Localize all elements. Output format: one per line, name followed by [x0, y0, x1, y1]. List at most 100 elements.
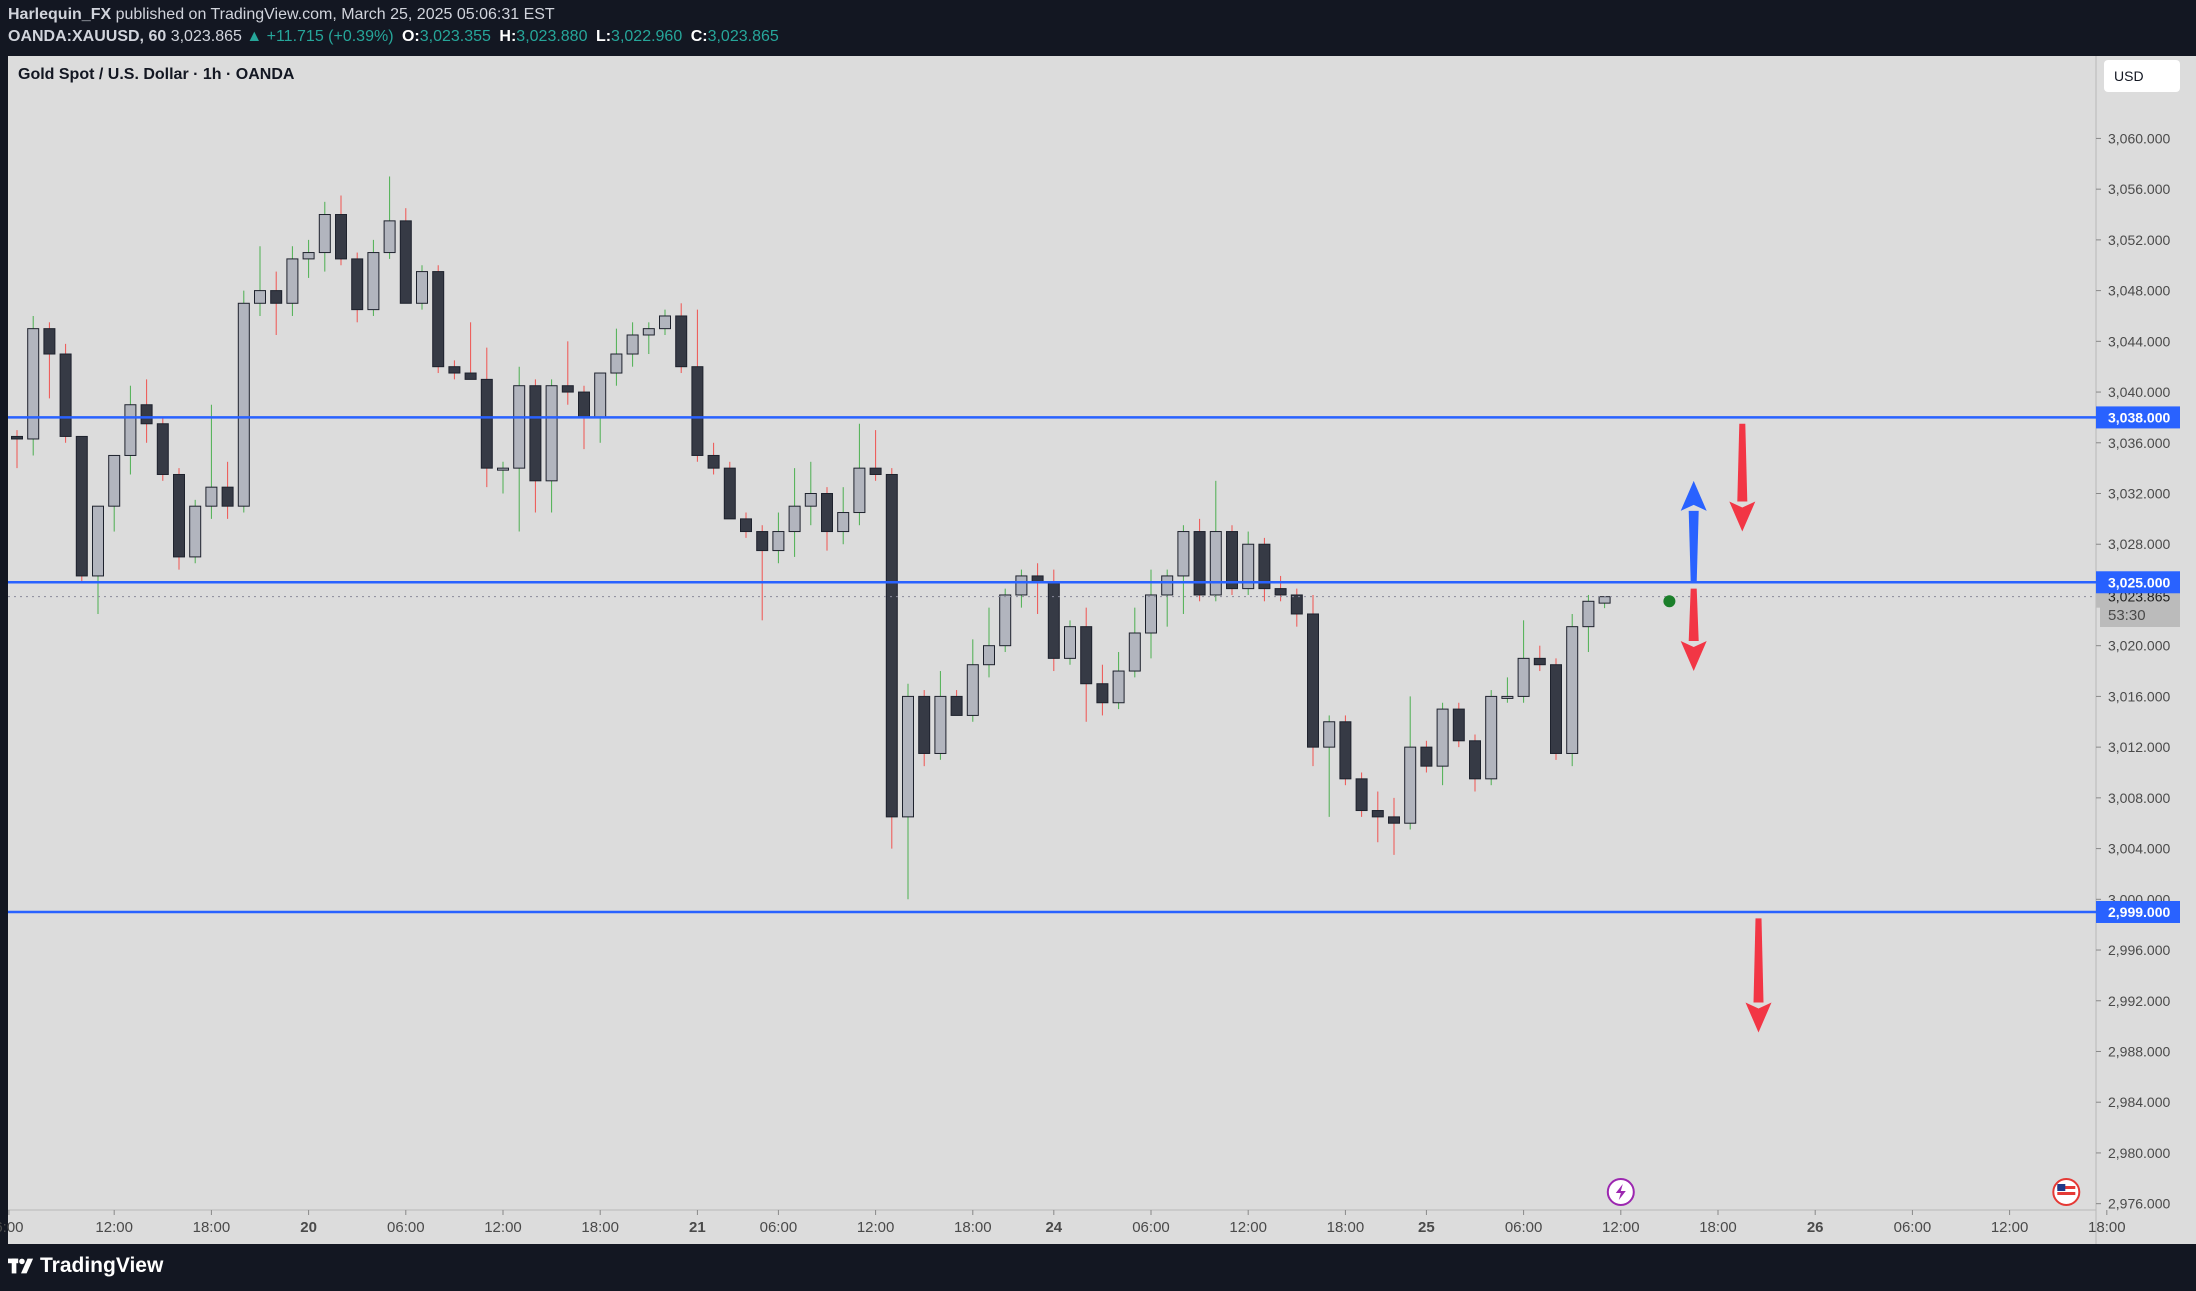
candle-body[interactable]: [594, 372, 607, 418]
candle-body[interactable]: [1339, 721, 1352, 780]
candle-body[interactable]: [92, 505, 104, 577]
candle-body[interactable]: [399, 220, 412, 304]
tradingview-logo[interactable]: TradingView: [8, 1254, 163, 1278]
candle-body[interactable]: [480, 378, 493, 469]
candle-body[interactable]: [140, 404, 153, 425]
candle-body[interactable]: [416, 271, 428, 304]
candle-body[interactable]: [1517, 657, 1530, 697]
candle-body[interactable]: [1566, 626, 1579, 754]
candle-body[interactable]: [1242, 543, 1255, 590]
candle-body[interactable]: [626, 334, 639, 355]
author-name[interactable]: Harlequin_FX: [8, 6, 112, 23]
candle-body[interactable]: [302, 252, 315, 260]
candle-body[interactable]: [43, 328, 56, 355]
candle-body[interactable]: [999, 594, 1012, 647]
symbol-name[interactable]: OANDA:XAUUSD, 60: [8, 28, 167, 45]
candle-body[interactable]: [1323, 721, 1336, 748]
candle-body[interactable]: [561, 385, 574, 393]
currency-button[interactable]: USD: [2104, 60, 2180, 92]
candle-body[interactable]: [464, 372, 477, 380]
price-axis[interactable]: [2096, 56, 2196, 1210]
candle-body[interactable]: [788, 505, 801, 533]
candle-body[interactable]: [1436, 708, 1449, 767]
candle-body[interactable]: [1582, 600, 1595, 628]
candle-body[interactable]: [1290, 594, 1303, 615]
candle-body[interactable]: [772, 531, 785, 552]
candle-body[interactable]: [1015, 575, 1028, 596]
candle-body[interactable]: [1128, 632, 1141, 672]
candle-body[interactable]: [1177, 531, 1190, 577]
time-axis[interactable]: [8, 1210, 2196, 1244]
candle-body[interactable]: [529, 385, 542, 482]
candle-body[interactable]: [1258, 543, 1271, 590]
candle-body[interactable]: [254, 290, 266, 304]
candle-body[interactable]: [1226, 531, 1238, 590]
candle-body[interactable]: [1145, 594, 1157, 634]
candle-body[interactable]: [383, 220, 396, 254]
candle-body[interactable]: [513, 385, 526, 469]
candle-body[interactable]: [1404, 746, 1417, 824]
down-arrow-drawing[interactable]: [1745, 918, 1772, 1033]
candle-body[interactable]: [1209, 531, 1222, 596]
candle-body[interactable]: [11, 435, 23, 440]
candle-body[interactable]: [367, 252, 380, 311]
candle-body[interactable]: [1047, 581, 1060, 659]
candle-body[interactable]: [1112, 670, 1125, 704]
candle-body[interactable]: [885, 473, 898, 818]
candle-body[interactable]: [173, 473, 185, 558]
candle-body[interactable]: [869, 467, 882, 475]
candle-body[interactable]: [205, 486, 218, 507]
candle-body[interactable]: [642, 328, 655, 336]
candle-body[interactable]: [675, 315, 688, 368]
candle-body[interactable]: [1307, 613, 1319, 748]
candle-body[interactable]: [983, 645, 995, 666]
candle-body[interactable]: [1161, 575, 1174, 596]
candle-body[interactable]: [1485, 695, 1498, 780]
candle-body[interactable]: [902, 695, 914, 818]
candle-body[interactable]: [1388, 816, 1400, 824]
candle-body[interactable]: [578, 391, 590, 418]
candle-body[interactable]: [610, 353, 623, 374]
candle-body[interactable]: [659, 315, 671, 330]
candle-body[interactable]: [1371, 810, 1384, 818]
candle-body[interactable]: [1355, 778, 1368, 812]
candle-body[interactable]: [545, 385, 558, 482]
candle-body[interactable]: [448, 366, 461, 374]
candle-body[interactable]: [1096, 683, 1109, 704]
candle-body[interactable]: [1452, 708, 1465, 742]
candle-body[interactable]: [918, 695, 931, 754]
candle-body[interactable]: [853, 467, 866, 514]
candle-body[interactable]: [108, 454, 121, 507]
candle-body[interactable]: [1420, 746, 1433, 767]
candle-body[interactable]: [1469, 740, 1481, 780]
candle-body[interactable]: [804, 493, 817, 507]
candle-body[interactable]: [497, 467, 509, 471]
candle-body[interactable]: [934, 695, 947, 754]
candle-body[interactable]: [27, 328, 40, 440]
candle-body[interactable]: [1501, 695, 1514, 699]
candle-body[interactable]: [740, 518, 752, 533]
candle-body[interactable]: [1598, 596, 1611, 604]
candle-body[interactable]: [156, 423, 169, 475]
candle-body[interactable]: [966, 664, 979, 716]
candle-body[interactable]: [270, 290, 283, 304]
candle-body[interactable]: [124, 404, 137, 456]
candle-body[interactable]: [335, 214, 347, 260]
candle-body[interactable]: [75, 435, 88, 577]
candle-body[interactable]: [221, 486, 234, 507]
candle-body[interactable]: [950, 695, 963, 716]
candle-body[interactable]: [1274, 588, 1287, 596]
down-arrow-drawing[interactable]: [1680, 588, 1707, 672]
chart-canvas[interactable]: 3,060.000 3,056.000 3,052.000 3,048.000 3,04…: [0, 0, 2196, 1244]
up-arrow-drawing[interactable]: [1680, 480, 1707, 583]
candle-body[interactable]: [1550, 664, 1562, 754]
candle-body[interactable]: [723, 467, 736, 520]
candle-body[interactable]: [286, 258, 299, 304]
candle-body[interactable]: [837, 512, 850, 533]
candle-body[interactable]: [756, 531, 769, 552]
candle-body[interactable]: [707, 454, 720, 469]
candle-body[interactable]: [821, 493, 833, 533]
candle-body[interactable]: [1080, 626, 1093, 685]
candle-body[interactable]: [691, 366, 704, 456]
candle-body[interactable]: [1533, 657, 1546, 666]
